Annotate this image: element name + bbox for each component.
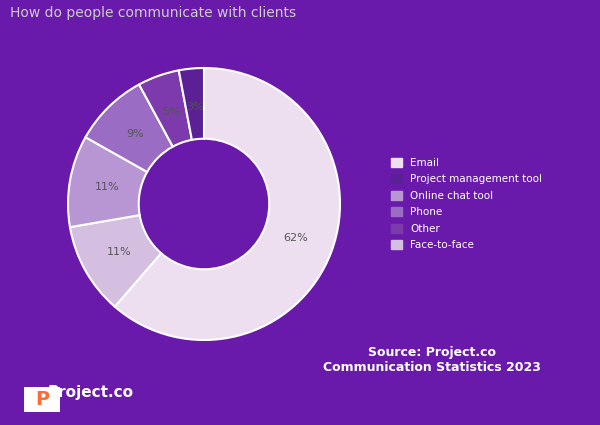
Title: How do people communicate with clients: How do people communicate with clients [10, 6, 296, 20]
Wedge shape [68, 137, 147, 227]
Wedge shape [179, 68, 204, 140]
Text: 11%: 11% [95, 182, 120, 193]
Wedge shape [70, 215, 161, 307]
FancyBboxPatch shape [22, 385, 62, 414]
Wedge shape [139, 71, 192, 147]
Text: 3%: 3% [186, 102, 203, 111]
Text: 11%: 11% [106, 247, 131, 257]
Legend: Email, Project management tool, Online chat tool, Phone, Other, Face-to-face: Email, Project management tool, Online c… [386, 153, 547, 255]
Text: Project.co: Project.co [48, 385, 134, 399]
Text: 5%: 5% [163, 107, 180, 117]
Text: 9%: 9% [127, 129, 144, 139]
Text: 62%: 62% [283, 233, 308, 243]
Text: Source: Project.co
Communication Statistics 2023: Source: Project.co Communication Statist… [323, 346, 541, 374]
Text: P: P [35, 390, 49, 409]
Wedge shape [86, 85, 173, 172]
Wedge shape [115, 68, 340, 340]
